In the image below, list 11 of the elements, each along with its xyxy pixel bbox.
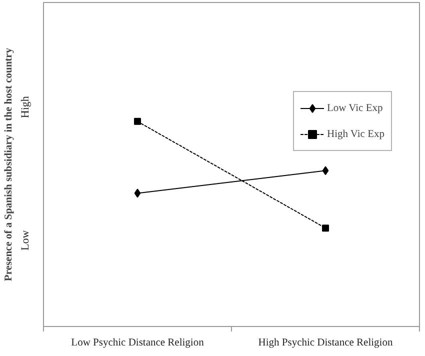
point	[134, 188, 141, 198]
x-tick-label: High Psychic Distance Religion	[258, 338, 394, 348]
point	[134, 118, 141, 125]
text: Low	[20, 230, 32, 250]
text: High	[20, 96, 32, 118]
point	[322, 224, 329, 232]
legend-label: Low Vic Exp	[327, 102, 383, 114]
x-tick-label: Low Psychic Distance Religion	[71, 338, 205, 348]
y-axis-title: Presence of a Spanish subsidiary in the host country	[4, 47, 14, 282]
legend-label: High Vic Exp	[327, 128, 385, 140]
point	[322, 166, 329, 176]
